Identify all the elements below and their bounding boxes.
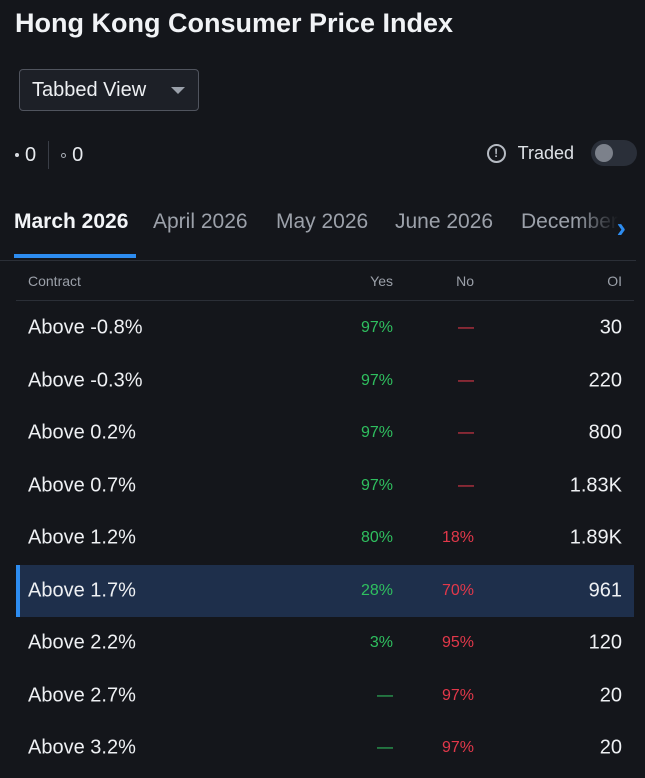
contract-name: Above 0.7% <box>28 474 136 497</box>
open-interest: 1.89K <box>569 526 622 549</box>
view-select-value: Tabbed View <box>32 78 147 101</box>
yes-price: 97% <box>360 371 393 389</box>
open-interest: 961 <box>588 579 622 602</box>
info-circle-icon[interactable]: ! <box>486 143 506 163</box>
chevron-right-icon[interactable]: › <box>616 212 626 243</box>
yes-price: — <box>377 686 393 704</box>
toggle-knob <box>595 144 613 162</box>
contracts-table: Above -0.8% 97% — 30 Above -0.3% 97% — 2… <box>16 302 634 775</box>
contract-name: Above 0.2% <box>28 421 136 444</box>
no-price: 18% <box>441 529 474 547</box>
header-yes: Yes <box>370 273 393 289</box>
tab-march-2026[interactable]: March 2026 <box>14 210 129 233</box>
yes-price: 3% <box>369 634 393 652</box>
table-row-selected[interactable]: Above 1.7% 28% 70% 961 <box>16 564 634 617</box>
open-interest: 20 <box>599 736 622 759</box>
no-price: — <box>458 476 474 494</box>
yes-price: 80% <box>360 529 393 547</box>
position-counts: 0 0 <box>15 141 83 169</box>
open-interest: 20 <box>599 684 622 707</box>
open-interest: 800 <box>588 421 622 444</box>
table-row[interactable]: Above 3.2% — 97% 20 <box>16 722 634 775</box>
no-price: 70% <box>441 581 474 599</box>
contract-name: Above 2.2% <box>28 631 136 654</box>
no-price: 97% <box>441 739 474 757</box>
tab-may-2026[interactable]: May 2026 <box>276 210 369 233</box>
traded-toggle[interactable] <box>591 140 637 166</box>
page-title: Hong Kong Consumer Price Index <box>15 8 454 38</box>
yes-price: 28% <box>360 581 393 599</box>
contract-name: Above -0.8% <box>28 316 143 339</box>
yes-price: 97% <box>360 476 393 494</box>
no-price: 95% <box>441 634 474 652</box>
active-tab-indicator <box>14 254 136 258</box>
table-header: Contract Yes No OI <box>16 262 634 301</box>
month-tabs: March 2026 April 2026 May 2026 June 2026… <box>0 200 636 261</box>
contract-name: Above 2.7% <box>28 684 136 707</box>
open-interest: 30 <box>599 316 622 339</box>
no-price: — <box>458 319 474 337</box>
contract-name: Above 1.7% <box>28 579 136 602</box>
hollow-count: 0 <box>61 144 83 167</box>
contract-name: Above -0.3% <box>28 369 143 392</box>
contract-name: Above 1.2% <box>28 526 136 549</box>
tab-fade-overlay <box>576 200 636 258</box>
no-price: 97% <box>441 686 474 704</box>
caret-down-icon <box>171 87 185 94</box>
no-price: — <box>458 371 474 389</box>
traded-filter: ! Traded <box>486 138 637 168</box>
table-row[interactable]: Above 2.2% 3% 95% 120 <box>16 617 634 670</box>
table-row[interactable]: Above 0.2% 97% — 800 <box>16 407 634 460</box>
traded-label: Traded <box>517 142 574 163</box>
open-interest: 120 <box>588 631 622 654</box>
table-row[interactable]: Above -0.8% 97% — 30 <box>16 302 634 355</box>
filled-count-value: 0 <box>25 143 37 166</box>
header-no: No <box>456 273 474 289</box>
table-row[interactable]: Above 2.7% — 97% 20 <box>16 670 634 723</box>
filled-count: 0 <box>15 144 36 167</box>
hollow-count-value: 0 <box>72 143 84 166</box>
yes-price: 97% <box>360 424 393 442</box>
view-select-dropdown[interactable]: Tabbed View <box>19 69 199 111</box>
yes-price: 97% <box>360 319 393 337</box>
tab-june-2026[interactable]: June 2026 <box>395 210 494 233</box>
header-contract: Contract <box>28 273 81 289</box>
table-row[interactable]: Above 0.7% 97% — 1.83K <box>16 460 634 513</box>
no-price: — <box>458 424 474 442</box>
header-oi: OI <box>607 273 622 289</box>
filled-dot-icon <box>15 153 19 157</box>
open-interest: 1.83K <box>569 474 622 497</box>
table-row[interactable]: Above 1.2% 80% 18% 1.89K <box>16 512 634 565</box>
count-divider <box>48 141 50 169</box>
table-row[interactable]: Above -0.3% 97% — 220 <box>16 355 634 408</box>
open-interest: 220 <box>588 369 622 392</box>
contract-name: Above 3.2% <box>28 736 136 759</box>
hollow-dot-icon <box>61 152 67 158</box>
tab-april-2026[interactable]: April 2026 <box>153 210 248 233</box>
yes-price: — <box>377 739 393 757</box>
